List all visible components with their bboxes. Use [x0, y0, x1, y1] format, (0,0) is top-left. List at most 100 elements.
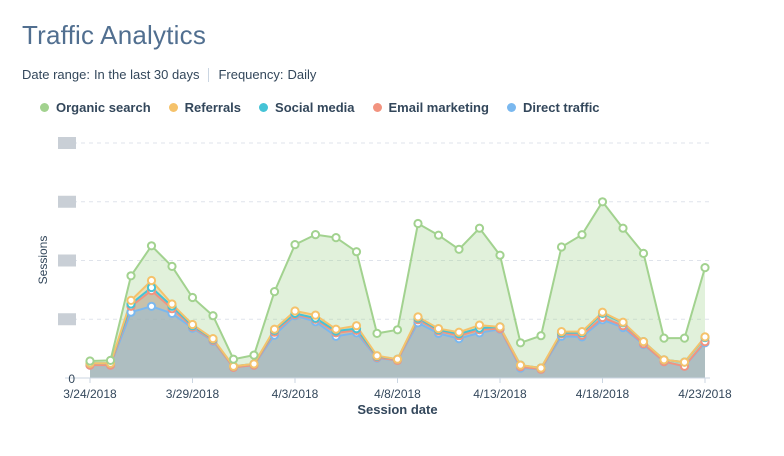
- point-referrals[interactable]: [515, 360, 526, 370]
- x-tick-label: 4/13/2018: [473, 387, 527, 401]
- point-organic-search[interactable]: [228, 354, 239, 364]
- point-organic-search[interactable]: [413, 218, 423, 229]
- point-referrals[interactable]: [249, 359, 259, 369]
- point-organic-search[interactable]: [290, 240, 300, 250]
- point-organic-search[interactable]: [85, 356, 95, 366]
- point-organic-search[interactable]: [372, 328, 382, 338]
- point-organic-search[interactable]: [679, 333, 690, 343]
- x-tick-label: 4/8/2018: [374, 387, 421, 401]
- point-organic-search[interactable]: [351, 247, 362, 257]
- legend-item-email-marketing[interactable]: Email marketing: [372, 100, 489, 115]
- point-organic-search[interactable]: [392, 325, 403, 335]
- legend-item-direct-traffic[interactable]: Direct traffic: [506, 100, 600, 115]
- point-referrals[interactable]: [700, 332, 710, 342]
- date-range-label: Date range:: [22, 67, 90, 82]
- legend-label-direct-traffic: Direct traffic: [522, 100, 600, 115]
- data-points[interactable]: [85, 197, 710, 374]
- point-organic-search[interactable]: [105, 355, 116, 365]
- point-organic-search[interactable]: [577, 230, 587, 240]
- point-referrals[interactable]: [679, 357, 690, 367]
- date-range-value[interactable]: In the last 30 days: [93, 67, 200, 82]
- point-organic-search[interactable]: [474, 223, 485, 233]
- point-organic-search[interactable]: [249, 350, 259, 360]
- legend-dot-social-media: [259, 103, 269, 112]
- area-organic-search: [90, 201, 705, 378]
- legend-item-social-media[interactable]: Social media: [259, 100, 355, 115]
- x-tick-label: 3/29/2018: [166, 387, 220, 401]
- legend-label-referrals: Referrals: [184, 100, 242, 115]
- y-tick-label-hidden: [58, 195, 76, 208]
- point-referrals[interactable]: [126, 295, 136, 305]
- point-referrals[interactable]: [659, 355, 669, 365]
- y-tick-label-hidden: [58, 254, 76, 267]
- point-referrals[interactable]: [597, 307, 608, 317]
- area-direct-traffic: [90, 306, 705, 378]
- point-organic-search[interactable]: [700, 263, 710, 273]
- point-direct-traffic[interactable]: [146, 301, 157, 311]
- point-organic-search[interactable]: [536, 331, 546, 341]
- page-title: Traffic Analytics: [22, 20, 207, 50]
- point-referrals[interactable]: [187, 319, 198, 330]
- point-referrals[interactable]: [392, 354, 403, 364]
- point-referrals[interactable]: [433, 324, 444, 334]
- point-organic-search[interactable]: [659, 333, 669, 343]
- point-organic-search[interactable]: [269, 287, 280, 297]
- x-tick-label: 3/24/2018: [63, 387, 117, 401]
- legend-item-organic-search[interactable]: Organic search: [40, 100, 151, 115]
- y-tick-label: 0: [68, 372, 75, 386]
- point-referrals[interactable]: [577, 327, 587, 337]
- y-tick-label-hidden: [58, 137, 76, 149]
- point-organic-search[interactable]: [167, 261, 177, 271]
- point-referrals[interactable]: [495, 322, 505, 332]
- point-organic-search[interactable]: [556, 242, 567, 252]
- point-referrals[interactable]: [290, 306, 300, 316]
- point-referrals[interactable]: [638, 337, 649, 347]
- frequency-value[interactable]: Daily: [287, 67, 317, 82]
- point-organic-search[interactable]: [310, 230, 321, 240]
- legend-dot-referrals: [168, 103, 178, 112]
- legend-dot-email-marketing: [372, 103, 382, 112]
- point-referrals[interactable]: [331, 324, 341, 334]
- legend-label-social-media: Social media: [275, 100, 355, 115]
- y-axis-title: Sessions: [36, 236, 50, 285]
- point-referrals[interactable]: [310, 310, 321, 320]
- legend-item-referrals[interactable]: Referrals: [168, 100, 242, 115]
- point-referrals[interactable]: [454, 327, 464, 337]
- point-referrals[interactable]: [146, 275, 157, 286]
- point-organic-search[interactable]: [126, 271, 136, 281]
- point-organic-search[interactable]: [454, 244, 464, 254]
- x-tick-label: 4/3/2018: [272, 387, 319, 401]
- point-referrals[interactable]: [372, 351, 382, 361]
- point-referrals[interactable]: [536, 363, 546, 373]
- series-areas: [90, 201, 705, 378]
- y-tick-label-hidden: [58, 313, 76, 326]
- point-organic-search[interactable]: [597, 197, 608, 207]
- point-referrals[interactable]: [618, 317, 628, 327]
- meta-divider: [208, 67, 210, 82]
- area-email-marketing: [90, 290, 705, 378]
- frequency-label: Frequency:: [218, 67, 284, 82]
- point-referrals[interactable]: [413, 312, 423, 322]
- point-referrals[interactable]: [556, 327, 567, 337]
- point-referrals[interactable]: [208, 334, 218, 344]
- point-organic-search[interactable]: [331, 233, 341, 243]
- point-organic-search[interactable]: [208, 311, 218, 321]
- point-referrals[interactable]: [351, 321, 362, 331]
- point-organic-search[interactable]: [638, 248, 649, 258]
- point-organic-search[interactable]: [618, 223, 628, 233]
- legend-label-organic-search: Organic search: [56, 100, 151, 115]
- point-referrals[interactable]: [167, 299, 177, 309]
- point-organic-search[interactable]: [433, 230, 444, 240]
- area-social-media: [90, 287, 705, 378]
- point-organic-search[interactable]: [187, 292, 198, 303]
- legend-label-email-marketing: Email marketing: [388, 100, 489, 115]
- point-referrals[interactable]: [269, 324, 280, 334]
- x-tick-label: 4/23/2018: [678, 387, 732, 401]
- point-organic-search[interactable]: [146, 241, 157, 251]
- point-referrals[interactable]: [474, 320, 485, 330]
- x-tick-label: 4/18/2018: [576, 387, 630, 401]
- point-organic-search[interactable]: [495, 250, 505, 260]
- legend-dot-organic-search: [40, 103, 49, 112]
- point-organic-search[interactable]: [515, 338, 526, 348]
